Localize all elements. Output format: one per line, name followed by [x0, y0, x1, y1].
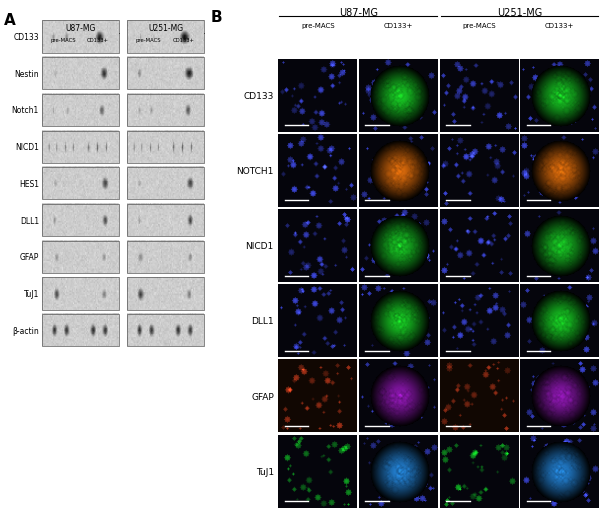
Bar: [42, 315, 119, 347]
Bar: [42, 168, 119, 200]
Text: CD133+: CD133+: [384, 23, 413, 29]
Bar: [127, 21, 204, 53]
Text: pre-MACS: pre-MACS: [50, 38, 76, 43]
Text: CD133: CD133: [13, 33, 39, 42]
Bar: [127, 278, 204, 310]
Text: CD133+: CD133+: [172, 38, 194, 43]
Text: TuJ1: TuJ1: [23, 290, 39, 298]
Bar: [42, 95, 119, 127]
Text: CD133: CD133: [244, 92, 274, 101]
Bar: [42, 241, 119, 273]
Bar: [127, 131, 204, 163]
Bar: [127, 58, 204, 90]
Text: NOTCH1: NOTCH1: [236, 166, 274, 176]
Text: HES1: HES1: [19, 180, 39, 188]
Text: U87-MG: U87-MG: [338, 8, 377, 18]
Bar: [42, 278, 119, 310]
Bar: [127, 168, 204, 200]
Text: U251-MG: U251-MG: [148, 24, 184, 33]
Text: NICD1: NICD1: [245, 242, 274, 251]
Text: β-actin: β-actin: [12, 326, 39, 335]
Text: pre-MACS: pre-MACS: [462, 23, 496, 29]
Text: B: B: [211, 10, 222, 25]
Bar: [127, 205, 204, 237]
Text: U87-MG: U87-MG: [65, 24, 95, 33]
Text: DLL1: DLL1: [251, 317, 274, 326]
Bar: [127, 315, 204, 347]
Text: U251-MG: U251-MG: [497, 8, 542, 18]
Text: DLL1: DLL1: [20, 216, 39, 225]
Text: NICD1: NICD1: [15, 143, 39, 152]
Bar: [42, 58, 119, 90]
Bar: [42, 131, 119, 163]
Bar: [42, 205, 119, 237]
Bar: [127, 95, 204, 127]
Text: TuJ1: TuJ1: [256, 467, 274, 476]
Text: GFAP: GFAP: [251, 392, 274, 401]
Text: CD133+: CD133+: [87, 38, 109, 43]
Text: A: A: [4, 13, 16, 27]
Text: pre-MACS: pre-MACS: [301, 23, 335, 29]
Text: Nestin: Nestin: [14, 70, 39, 78]
Text: pre-MACS: pre-MACS: [136, 38, 161, 43]
Text: Notch1: Notch1: [11, 106, 39, 115]
Text: CD133+: CD133+: [545, 23, 574, 29]
Bar: [127, 241, 204, 273]
Bar: [42, 21, 119, 53]
Text: GFAP: GFAP: [20, 253, 39, 262]
